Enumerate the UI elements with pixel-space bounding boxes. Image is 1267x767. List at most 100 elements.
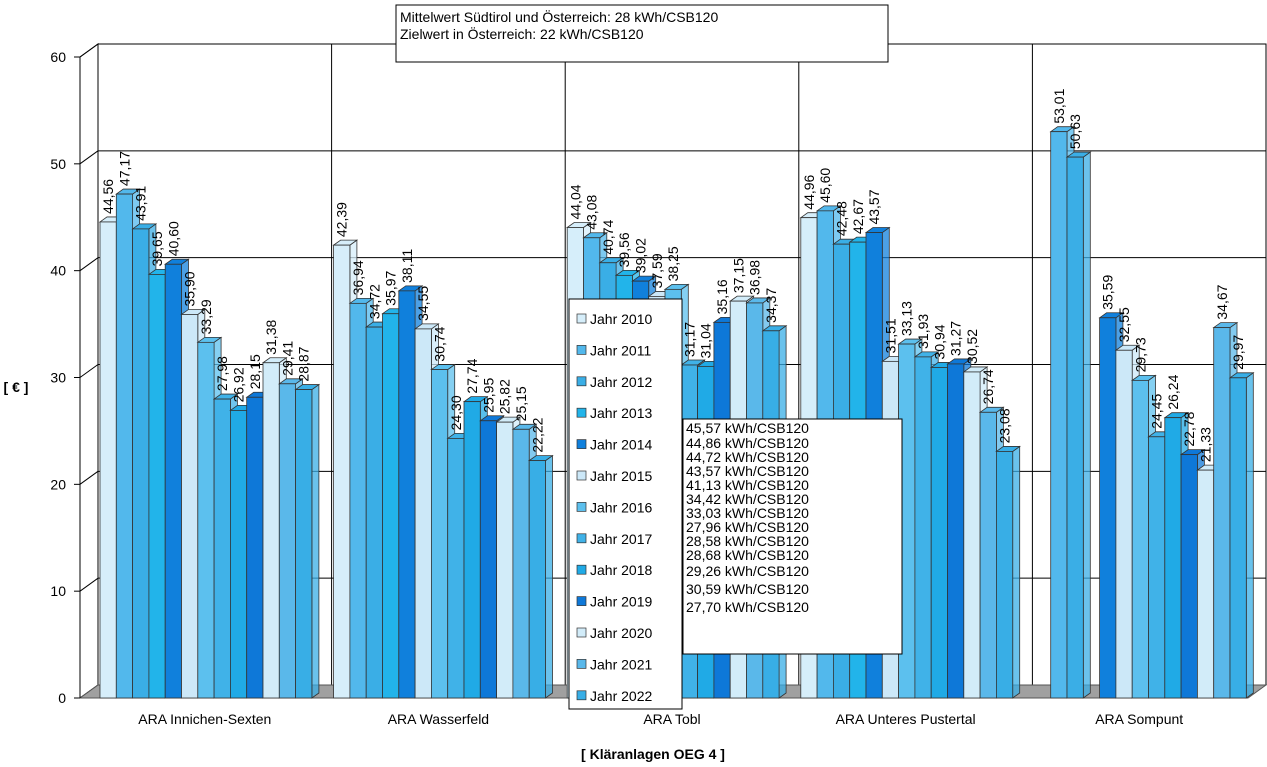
y-axis-title: [ € ] xyxy=(4,379,29,395)
bar-front xyxy=(333,244,351,699)
bar-front xyxy=(930,367,948,699)
bar-front xyxy=(1115,349,1133,699)
bar-front xyxy=(1180,454,1198,699)
data-label: 43,57 xyxy=(866,189,882,224)
data-label: 37,59 xyxy=(649,253,665,288)
x-tick-label: ARA Wasserfeld xyxy=(388,711,489,727)
bar-front xyxy=(278,383,296,699)
kwh-value: 27,96 kWh/CSB120 xyxy=(686,519,809,535)
legend-label: Jahr 2019 xyxy=(590,594,652,610)
data-label: 30,52 xyxy=(964,329,980,364)
data-label: 26,24 xyxy=(1165,374,1181,409)
data-label: 31,93 xyxy=(915,314,931,349)
kwh-value: 34,42 kWh/CSB120 xyxy=(686,491,809,507)
chart-legend: Jahr 2010 Jahr 2011 Jahr 2012 Jahr 2013 Jahr… xyxy=(568,298,683,710)
data-label: 22,78 xyxy=(1181,411,1197,446)
data-label: 34,67 xyxy=(1214,284,1230,319)
data-label: 29,73 xyxy=(1132,337,1148,372)
data-label: 39,02 xyxy=(633,238,649,273)
data-label: 32,55 xyxy=(1116,307,1132,342)
kwh-box-frame xyxy=(682,418,903,655)
bar-front xyxy=(382,313,400,699)
data-label: 38,25 xyxy=(665,246,681,281)
bar-front xyxy=(398,290,416,699)
data-label: 31,51 xyxy=(882,318,898,353)
legend-swatch xyxy=(576,502,587,512)
bar-front xyxy=(1213,327,1231,699)
data-label: 35,59 xyxy=(1100,275,1116,310)
bar-side xyxy=(1012,445,1021,699)
bar-side xyxy=(1082,151,1091,699)
bar-side xyxy=(311,383,320,699)
data-label: 25,15 xyxy=(513,386,529,421)
y-tick-label: 40 xyxy=(50,263,66,279)
data-label: 27,74 xyxy=(464,358,480,393)
bar xyxy=(995,445,1021,699)
data-label: 29,97 xyxy=(1230,335,1246,370)
bar-front xyxy=(947,363,965,699)
bar-front xyxy=(1099,317,1117,699)
kwh-value: 44,72 kWh/CSB120 xyxy=(686,449,809,465)
data-label: 47,17 xyxy=(116,151,132,186)
data-label: 39,56 xyxy=(616,232,632,267)
data-label: 34,72 xyxy=(366,284,382,319)
data-label: 28,15 xyxy=(247,354,263,389)
y-tick-label: 30 xyxy=(50,370,66,386)
legend-swatch xyxy=(576,407,587,418)
kwh-value: 44,86 kWh/CSB120 xyxy=(686,435,809,451)
kwh-value: 43,57 kWh/CSB120 xyxy=(686,463,809,479)
bar-front xyxy=(963,371,981,699)
bar-front xyxy=(99,221,117,699)
legend-label: Jahr 2018 xyxy=(590,562,652,578)
bar-front xyxy=(349,302,367,699)
bar-front xyxy=(1050,131,1068,699)
legend-label: Jahr 2020 xyxy=(590,625,652,641)
bar-front xyxy=(213,398,231,699)
data-label: 42,39 xyxy=(334,202,350,237)
legend-label: Jahr 2013 xyxy=(590,405,652,421)
bar-front xyxy=(496,421,514,699)
data-label: 43,91 xyxy=(133,186,149,221)
gridline-diag-1 xyxy=(79,577,99,592)
data-label: 44,56 xyxy=(100,179,116,214)
x-tick-label: ARA Tobl xyxy=(643,711,700,727)
data-label: 34,55 xyxy=(415,286,431,321)
data-label: 42,67 xyxy=(850,199,866,234)
data-label: 26,74 xyxy=(980,369,996,404)
data-label: 30,94 xyxy=(931,324,947,359)
data-label: 23,08 xyxy=(997,408,1013,443)
data-label: 33,13 xyxy=(899,301,915,336)
gridline-diag-3 xyxy=(79,364,99,378)
data-label: 53,01 xyxy=(1051,88,1067,123)
legend-swatch xyxy=(576,345,587,355)
bar-front xyxy=(1164,417,1182,699)
data-label: 44,96 xyxy=(801,174,817,209)
data-label: 33,29 xyxy=(198,299,214,334)
bar xyxy=(294,383,321,699)
data-label: 29,41 xyxy=(279,341,295,376)
bar-front xyxy=(447,437,465,699)
bar-side xyxy=(545,454,553,699)
bar xyxy=(1065,151,1092,699)
data-label: 35,97 xyxy=(383,270,399,305)
data-label: 31,38 xyxy=(263,320,279,355)
bar-front xyxy=(430,369,449,699)
bar-front xyxy=(295,389,313,699)
y-tick-label: 60 xyxy=(50,49,66,65)
gridline-diag-5 xyxy=(79,150,99,165)
bar-front xyxy=(512,428,530,699)
data-label: 50,63 xyxy=(1067,114,1083,149)
data-label: 31,17 xyxy=(681,322,697,357)
x-tick-label: ARA Innichen-Sexten xyxy=(138,711,271,727)
kwh-value: 41,13 kWh/CSB120 xyxy=(686,477,809,493)
legend-label: Jahr 2012 xyxy=(590,374,652,390)
data-label: 37,15 xyxy=(730,258,746,293)
bar-front xyxy=(996,451,1014,699)
data-label: 35,16 xyxy=(714,279,730,314)
data-label: 35,90 xyxy=(182,271,198,306)
legend-label: Jahr 2015 xyxy=(590,468,652,484)
data-label: 42,48 xyxy=(834,201,850,236)
data-label: 44,04 xyxy=(567,184,583,219)
legend-swatch xyxy=(576,533,587,544)
data-label: 34,37 xyxy=(763,288,779,323)
